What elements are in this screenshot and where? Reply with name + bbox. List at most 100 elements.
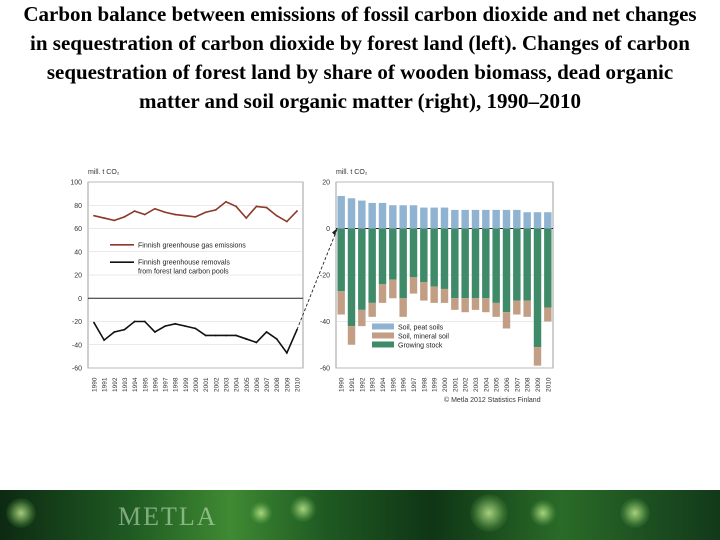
bar-segment-growing-stock xyxy=(378,228,387,285)
right-x-tick-label: 2005 xyxy=(494,377,501,392)
right-x-tick-label: 2001 xyxy=(452,377,459,392)
legend-swatch-soil-mineral-soil xyxy=(372,332,394,339)
bar-segment-growing-stock xyxy=(502,228,511,313)
left-x-tick-label: 1999 xyxy=(183,377,190,392)
left-series-0-point xyxy=(133,210,136,212)
left-series-0-point xyxy=(225,200,227,203)
legend-label-emissions: Finnish greenhouse gas emissions xyxy=(138,242,246,249)
right-y-tick-label: 20 xyxy=(322,180,330,187)
right-x-tick-label: 1994 xyxy=(380,377,387,392)
left-x-tick-label: 1997 xyxy=(163,377,170,392)
left-series-1-point xyxy=(184,325,187,328)
left-series-1-point xyxy=(133,320,136,323)
bar-segment-soil-mineral-soil xyxy=(482,298,490,313)
left-series-1-point xyxy=(204,334,207,337)
bar-segment-soil-peat-soils xyxy=(502,209,511,229)
bar-segment-soil-mineral-soil xyxy=(523,300,531,317)
left-series-0-point xyxy=(204,211,207,214)
left-series-0-point xyxy=(123,215,126,218)
legend-label-growing-stock: Growing stock xyxy=(398,342,443,349)
left-series-0-point xyxy=(154,207,156,210)
left-y-tick-label: 80 xyxy=(74,203,82,210)
bar-segment-soil-peat-soils xyxy=(389,205,397,229)
right-unit-label: mill. t CO₂ xyxy=(336,169,368,176)
legend-swatch-growing-stock xyxy=(372,341,394,348)
bar-segment-soil-mineral-soil xyxy=(399,298,407,317)
left-series-0-point xyxy=(245,217,248,219)
left-series-1-point xyxy=(245,338,248,340)
left-series-1-point xyxy=(154,331,156,333)
left-series-1-point xyxy=(164,325,166,328)
left-x-tick-label: 2009 xyxy=(284,377,291,392)
left-series-1-point xyxy=(225,334,227,337)
bar-segment-growing-stock xyxy=(482,228,490,299)
left-x-tick-label: 1996 xyxy=(152,377,159,392)
left-series-1-point xyxy=(214,334,217,337)
left-x-tick-label: 2008 xyxy=(274,377,281,392)
left-series-0-point xyxy=(285,220,288,223)
bar-segment-soil-mineral-soil xyxy=(471,298,480,310)
left-y-tick-label: 60 xyxy=(74,226,82,233)
left-series-0-point xyxy=(255,205,258,208)
left-y-tick-label: -20 xyxy=(72,319,82,326)
bar-segment-soil-peat-soils xyxy=(420,207,428,229)
left-x-tick-label: 1993 xyxy=(122,377,129,392)
left-x-tick-label: 1991 xyxy=(102,377,109,392)
left-x-tick-label: 2006 xyxy=(254,377,261,392)
bar-segment-soil-peat-soils xyxy=(378,202,387,229)
bar-segment-growing-stock xyxy=(430,228,438,287)
left-x-tick-label: 2003 xyxy=(223,377,230,392)
right-x-tick-label: 1999 xyxy=(432,377,439,392)
left-series-0-point xyxy=(184,214,187,217)
right-y-tick-label: 0 xyxy=(326,226,330,233)
bar-segment-soil-peat-soils xyxy=(430,207,438,229)
left-series-1-point xyxy=(93,321,95,324)
left-series-0-point xyxy=(174,213,177,216)
bar-segment-growing-stock xyxy=(399,228,407,299)
bar-segment-soil-peat-soils xyxy=(337,195,345,229)
bar-segment-growing-stock xyxy=(492,228,500,303)
legend-label-soil-mineral-soil: Soil, mineral soil xyxy=(398,333,449,340)
right-y-tick-label: -60 xyxy=(320,366,330,373)
left-series-0-point xyxy=(296,210,298,212)
left-series-1-point xyxy=(194,327,197,330)
left-series-0-point xyxy=(103,217,106,219)
left-unit-label: mill. t CO₂ xyxy=(88,169,120,176)
bar-segment-soil-peat-soils xyxy=(513,209,521,229)
bar-segment-growing-stock xyxy=(451,228,459,299)
connector-arrowhead xyxy=(332,228,337,236)
left-x-tick-label: 1992 xyxy=(112,377,119,392)
right-x-tick-label: 1998 xyxy=(421,377,428,392)
bar-segment-growing-stock xyxy=(471,228,480,299)
left-y-tick-label: 100 xyxy=(70,180,82,187)
left-series-1-point xyxy=(113,331,116,333)
right-x-tick-label: 2010 xyxy=(545,377,552,392)
right-x-tick-label: 2009 xyxy=(535,377,542,392)
left-series-0-point xyxy=(143,213,146,216)
left-y-tick-label: 40 xyxy=(74,249,82,256)
left-series-0-point xyxy=(93,214,95,217)
bar-segment-soil-peat-soils xyxy=(347,198,356,229)
left-series-0-point xyxy=(164,211,166,214)
legend-swatch-soil-peat-soils xyxy=(372,323,394,330)
bar-segment-growing-stock xyxy=(440,228,449,289)
right-x-tick-label: 2004 xyxy=(483,377,490,392)
legend-label-removals: Finnish greenhouse removals from forest l… xyxy=(138,260,230,276)
bar-segment-soil-peat-soils xyxy=(482,209,490,229)
legend-label-removals-line1: Finnish greenhouse removals xyxy=(138,260,230,267)
bar-segment-growing-stock xyxy=(513,228,521,301)
bar-segment-growing-stock xyxy=(523,228,531,301)
left-x-tick-label: 2000 xyxy=(193,377,200,392)
bar-segment-soil-peat-soils xyxy=(544,212,552,229)
bar-segment-soil-mineral-soil xyxy=(378,284,387,303)
left-y-tick-label: 0 xyxy=(78,296,82,303)
right-x-tick-label: 1997 xyxy=(411,377,418,392)
bar-segment-growing-stock xyxy=(409,228,418,278)
left-x-tick-label: 1994 xyxy=(132,377,139,392)
left-series-0-point xyxy=(113,219,116,222)
left-series-0-point xyxy=(194,215,197,218)
bar-segment-soil-mineral-soil xyxy=(337,291,345,315)
left-series-1-point xyxy=(275,338,278,340)
left-series-1-point xyxy=(143,320,146,323)
